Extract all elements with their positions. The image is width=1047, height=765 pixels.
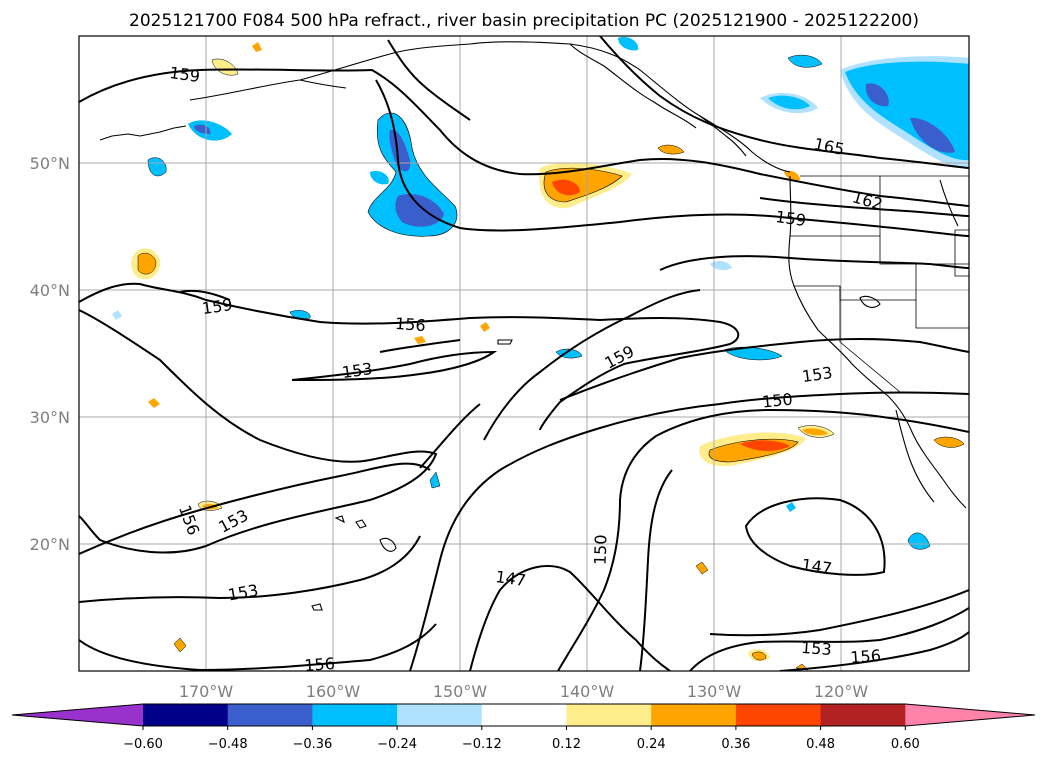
contour-label: 159 <box>201 295 234 318</box>
map-plot-area: 159 165 162 159 159 156 153 159 153 150 … <box>78 35 970 675</box>
map-frame <box>78 35 970 672</box>
contour-label: 159 <box>168 63 201 86</box>
colorbar-tick-label: 0.60 <box>891 737 920 752</box>
contour-label: 147 <box>800 555 833 578</box>
colorbar-tick-label: 0.12 <box>552 737 581 752</box>
contour-label: 159 <box>774 207 807 230</box>
colorbar-segment <box>820 704 906 726</box>
lat-label: 40°N <box>30 281 70 300</box>
contour-label: 156 <box>304 654 336 675</box>
contour-label: 150 <box>590 534 610 565</box>
contour-label: 156 <box>394 314 426 335</box>
colorbar: −0.60 −0.48 −0.36 −0.24 −0.12 0.12 0.24 0.36 0.4… <box>11 703 1036 752</box>
lat-label: 20°N <box>30 535 70 554</box>
lon-label: 170°W <box>179 682 234 701</box>
lat-label: 50°N <box>30 154 70 173</box>
contour-labels: 159 165 162 159 159 156 153 159 153 150 … <box>168 63 884 675</box>
colorbar-segment <box>566 704 652 726</box>
map-title: 2025121700 F084 500 hPa refract., river … <box>129 11 919 31</box>
colorbar-segment <box>312 704 398 726</box>
lon-label: 160°W <box>306 682 361 701</box>
colorbar-tick-label: 0.36 <box>721 737 750 752</box>
lon-label: 120°W <box>814 682 869 701</box>
contour-label: 147 <box>494 567 527 590</box>
contour-label: 153 <box>341 359 374 382</box>
colorbar-segment <box>143 704 229 726</box>
colorbar-tick-label: −0.60 <box>123 737 163 752</box>
lon-label: 130°W <box>687 682 742 701</box>
coastlines <box>99 41 967 611</box>
lon-label: 150°W <box>433 682 488 701</box>
colorbar-tick-label: 0.24 <box>637 737 666 752</box>
colorbar-segment <box>397 704 483 726</box>
colorbar-segment <box>651 704 737 726</box>
contour-lines <box>79 36 969 671</box>
contour-label: 153 <box>800 638 832 659</box>
colorbar-tick-label: −0.24 <box>377 737 417 752</box>
colorbar-tick-label: 0.48 <box>806 737 835 752</box>
lat-label: 30°N <box>30 408 70 427</box>
colorbar-segment <box>227 704 313 726</box>
latitude-labels: 50°N 40°N 30°N 20°N <box>30 154 70 554</box>
precip-shading <box>112 36 969 671</box>
colorbar-tick-label: −0.48 <box>208 737 248 752</box>
colorbar-extend-high <box>905 704 1035 726</box>
colorbar-segment <box>735 704 822 726</box>
colorbar-tick-label: −0.36 <box>292 737 332 752</box>
longitude-labels: 170°W 160°W 150°W 140°W 130°W 120°W <box>179 682 869 701</box>
contour-label: 150 <box>761 389 793 411</box>
lon-label: 140°W <box>560 682 615 701</box>
colorbar-tick-label: −0.12 <box>462 737 502 752</box>
contour-label: 153 <box>801 363 834 386</box>
contour-label: 156 <box>850 646 882 667</box>
lat-lon-grid <box>79 36 969 671</box>
colorbar-extend-low <box>12 704 143 726</box>
colorbar-segment <box>481 704 567 726</box>
